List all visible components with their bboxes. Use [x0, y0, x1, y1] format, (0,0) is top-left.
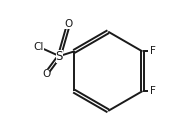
- Text: F: F: [150, 86, 156, 96]
- Text: O: O: [64, 19, 73, 29]
- Text: O: O: [42, 69, 50, 79]
- Text: F: F: [150, 46, 156, 56]
- Text: Cl: Cl: [34, 42, 44, 52]
- Text: S: S: [56, 50, 63, 63]
